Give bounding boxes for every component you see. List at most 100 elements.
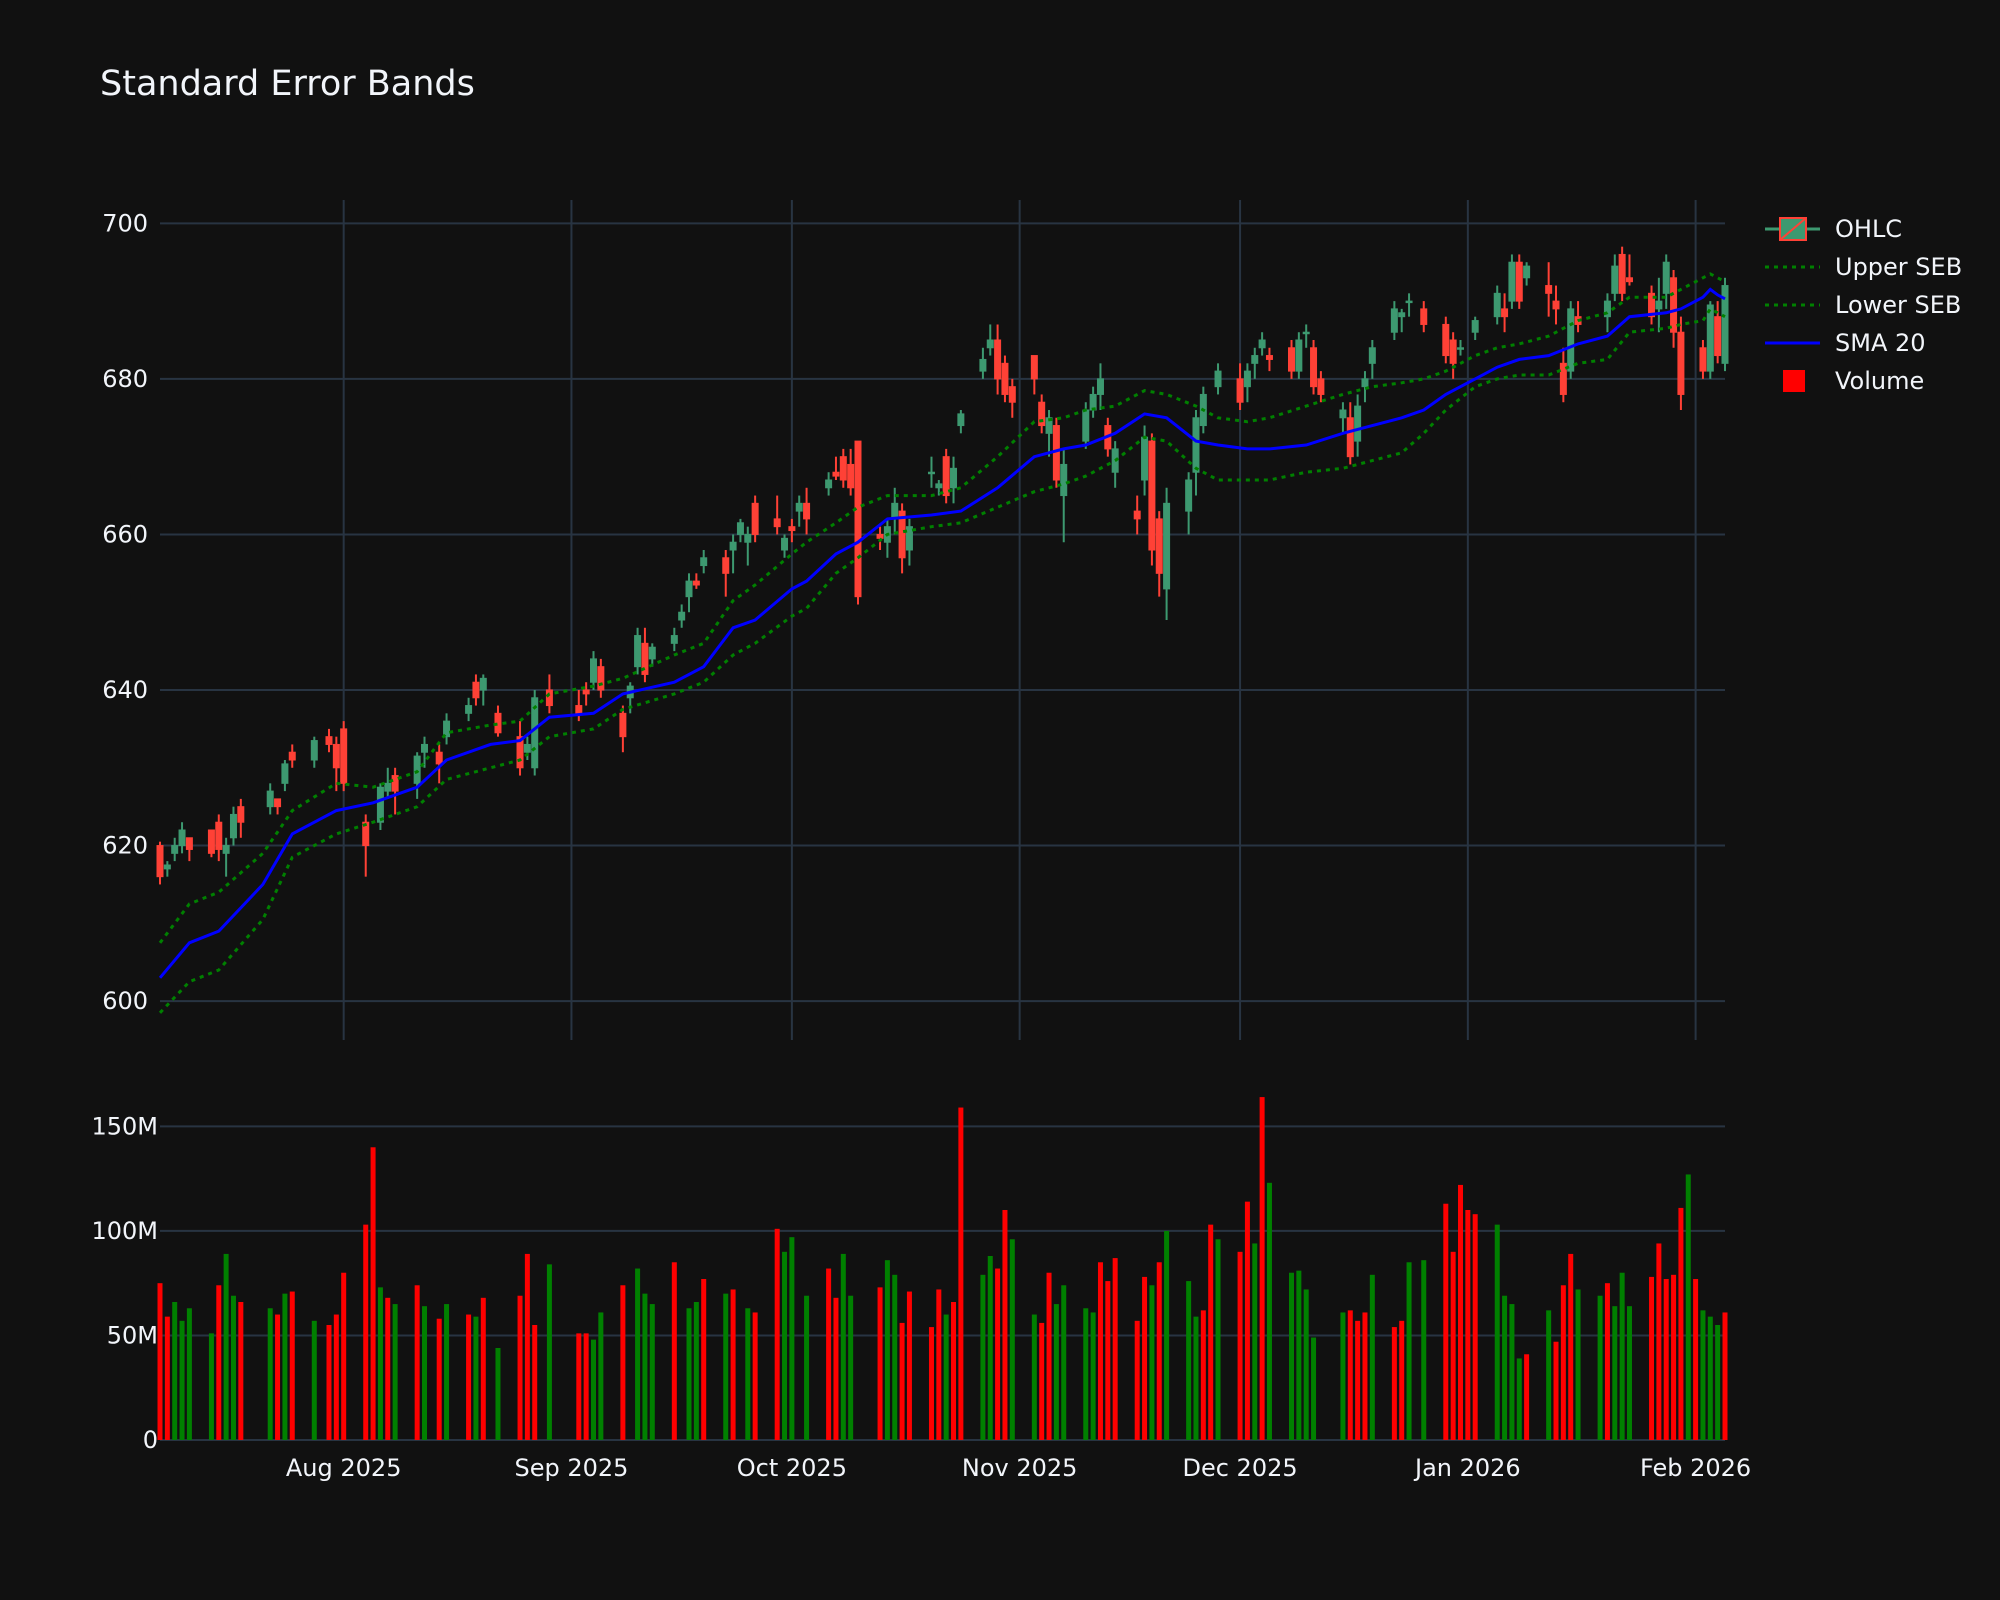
- candle-body: [1618, 253, 1626, 294]
- candle-body: [465, 705, 473, 714]
- volume-bar: [363, 1224, 369, 1440]
- candle-body: [1714, 316, 1722, 357]
- candlestick-series: [156, 246, 1729, 885]
- volume-bar: [833, 1297, 839, 1440]
- volume-bar: [693, 1302, 699, 1440]
- volume-bar: [1112, 1258, 1118, 1440]
- candle-body: [332, 743, 340, 769]
- candle-body: [773, 518, 781, 528]
- candle-body: [1030, 355, 1038, 380]
- candle-body: [1699, 347, 1707, 372]
- candle-body: [1133, 510, 1141, 520]
- volume-bar: [1509, 1304, 1515, 1440]
- volume-bar: [951, 1302, 957, 1440]
- volume-bar: [223, 1253, 229, 1440]
- candle-body: [1060, 463, 1068, 497]
- candle-body: [957, 413, 965, 427]
- volume-bar: [928, 1327, 934, 1440]
- candle-body: [1288, 347, 1296, 372]
- candle-body: [678, 611, 686, 621]
- candle-body: [736, 522, 744, 535]
- volume-bar: [524, 1253, 530, 1440]
- volume-bar: [1097, 1262, 1103, 1440]
- volume-bar: [1186, 1281, 1192, 1440]
- volume-tick-label: 0: [143, 1426, 158, 1454]
- volume-bar: [840, 1253, 846, 1440]
- candle-body: [1662, 261, 1670, 294]
- candle-body: [1236, 378, 1244, 403]
- volume-bar: [1046, 1272, 1052, 1440]
- candle-body: [1096, 378, 1104, 395]
- volume-bar: [1369, 1274, 1375, 1440]
- volume-bar: [1516, 1358, 1522, 1440]
- candle-body: [634, 635, 642, 668]
- volume-bar: [782, 1251, 788, 1440]
- candle-body: [1008, 386, 1016, 403]
- volume-bar: [987, 1256, 993, 1440]
- price-tick-label: 600: [102, 987, 148, 1015]
- candle-body: [722, 557, 730, 574]
- volume-bar: [1693, 1279, 1699, 1440]
- candle-body: [237, 806, 245, 823]
- x-tick-label: Dec 2025: [1182, 1454, 1297, 1482]
- volume-bar: [267, 1308, 273, 1440]
- volume-bar: [1259, 1097, 1265, 1440]
- volume-bar: [671, 1262, 677, 1440]
- volume-bar: [1340, 1312, 1346, 1440]
- candle-body: [1295, 339, 1303, 372]
- volume-bar: [1142, 1276, 1148, 1440]
- candle-body: [1677, 331, 1685, 395]
- candle-body: [854, 440, 862, 598]
- candle-body: [744, 533, 752, 543]
- volume-bar: [377, 1287, 383, 1440]
- volume-bar: [620, 1285, 626, 1440]
- candle-body: [207, 829, 215, 854]
- candle-body: [700, 557, 708, 567]
- candle-body: [597, 666, 605, 691]
- volume-bar: [1663, 1279, 1669, 1440]
- volume-bar: [436, 1318, 442, 1440]
- volume-bar: [745, 1308, 751, 1440]
- volume-bar: [1252, 1243, 1258, 1440]
- x-tick-label: Aug 2025: [286, 1454, 402, 1482]
- volume-bar: [1391, 1327, 1397, 1440]
- candle-body: [589, 658, 597, 683]
- candle-body: [229, 813, 237, 839]
- volume-bar: [848, 1295, 854, 1440]
- candle-body: [839, 456, 847, 481]
- volume-bar: [1678, 1207, 1684, 1440]
- volume-bar: [466, 1314, 472, 1440]
- volume-bar: [495, 1348, 501, 1440]
- candle-body: [891, 502, 899, 520]
- volume-bar: [1685, 1174, 1691, 1440]
- volume-bar: [635, 1268, 641, 1440]
- volume-bar: [804, 1295, 810, 1440]
- volume-bar: [1612, 1306, 1618, 1440]
- candle-body: [1706, 304, 1714, 372]
- chart-title: Standard Error Bands: [100, 64, 475, 104]
- legend: OHLC Upper SEB Lower SEB SMA 20 Volume: [1765, 215, 1962, 395]
- volume-bar: [282, 1293, 288, 1440]
- volume-bar: [1597, 1295, 1603, 1440]
- candle-body: [788, 526, 796, 532]
- volume-bar: [1002, 1210, 1008, 1440]
- volume-bar: [311, 1320, 317, 1440]
- volume-bar: [1626, 1306, 1632, 1440]
- volume-bar: [943, 1314, 949, 1440]
- candle-body: [516, 736, 524, 769]
- candle-body: [670, 635, 678, 644]
- volume-bar: [1575, 1289, 1581, 1440]
- volume-bar: [1722, 1312, 1728, 1440]
- volume-bar: [179, 1320, 185, 1440]
- candle-body: [1045, 417, 1053, 434]
- candle-body: [781, 537, 789, 551]
- volume-bar: [1671, 1274, 1677, 1440]
- candle-body: [1721, 285, 1729, 364]
- candle-body: [413, 755, 421, 784]
- price-tick-label: 660: [102, 520, 148, 548]
- volume-bar: [1039, 1322, 1045, 1440]
- candle-body: [281, 763, 289, 784]
- candle-body: [1148, 440, 1156, 551]
- volume-bar: [1200, 1310, 1206, 1440]
- volume-bar: [1399, 1320, 1405, 1440]
